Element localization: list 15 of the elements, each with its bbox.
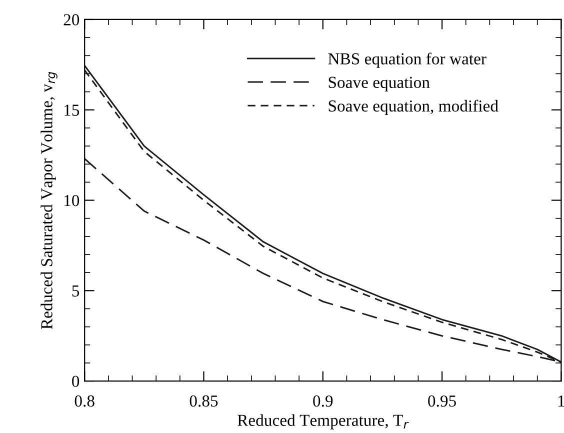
y-tick-label: 10 [64, 194, 80, 206]
x-tick-label: 0.8 [74, 395, 94, 407]
legend-label: Soave equation, modified [328, 100, 498, 116]
legend-label: Soave equation [328, 76, 430, 92]
legend-label: NBS equation for water [328, 52, 486, 68]
y-axis-title: Reduced Saturated Vapor Volume, v$_{rg}$ [40, 72, 58, 330]
y-tick-label: 20 [64, 14, 80, 26]
x-tick-label: 0.9 [313, 395, 333, 407]
x-tick-label: 0.95 [428, 395, 456, 407]
x-axis-title: Reduced Temperature, T$_{r}$ [238, 414, 409, 430]
x-tick-label: 1 [558, 395, 564, 406]
y-tick-label: 0 [72, 376, 80, 387]
y-tick-label: 15 [64, 104, 80, 116]
x-tick-label: 0.85 [190, 395, 218, 407]
y-tick-label: 5 [72, 286, 80, 297]
